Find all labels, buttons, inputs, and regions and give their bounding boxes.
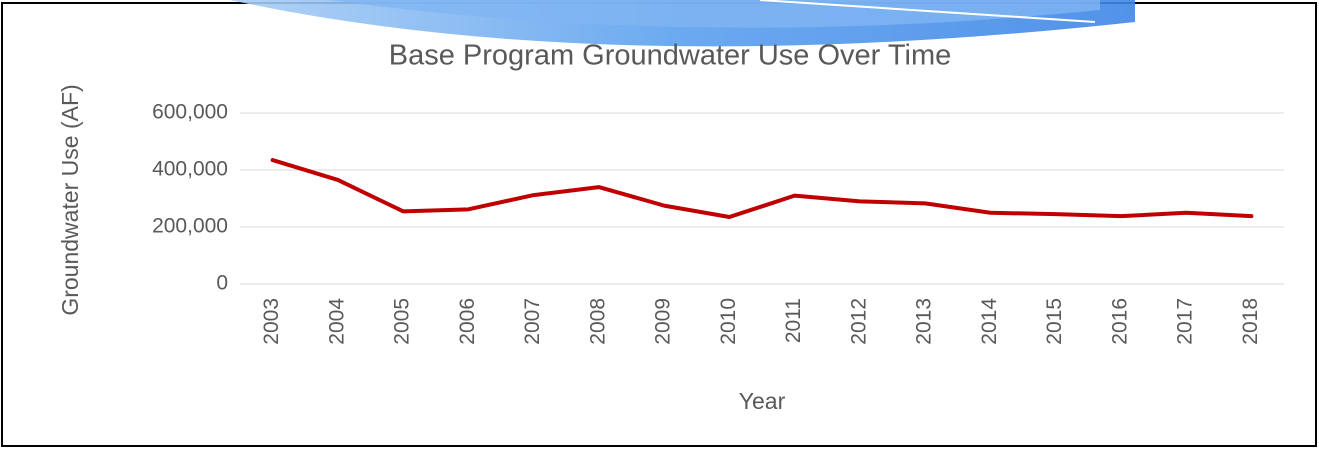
y-tick-label: 200,000 [152,215,228,238]
x-tick-label: 2007 [521,298,544,345]
x-tick-label: 2013 [913,298,936,345]
x-tick-label: 2005 [391,298,414,345]
y-axis-title: Groundwater Use (AF) [57,84,83,315]
x-tick-label: 2006 [456,298,479,345]
x-tick-label: 2010 [717,298,740,345]
y-tick-label: 0 [216,272,228,295]
x-tick-label: 2012 [847,298,870,345]
x-tick-label: 2003 [260,298,283,345]
x-tick-label: 2008 [586,298,609,345]
x-tick-label: 2016 [1108,298,1131,345]
y-tick-label: 600,000 [152,101,228,124]
chart: Base Program Groundwater Use Over Time G… [0,0,1319,447]
x-tick-label: 2004 [325,298,348,345]
x-tick-label: 2015 [1043,298,1066,345]
x-tick-label: 2011 [782,298,805,343]
chart-title: Base Program Groundwater Use Over Time [389,40,951,72]
x-tick-label: 2018 [1239,298,1262,345]
x-tick-label: 2014 [978,298,1001,345]
y-tick-label: 400,000 [152,158,228,181]
x-axis-title: Year [739,388,786,414]
x-tick-label: 2017 [1174,298,1197,345]
x-tick-label: 2009 [652,298,675,345]
